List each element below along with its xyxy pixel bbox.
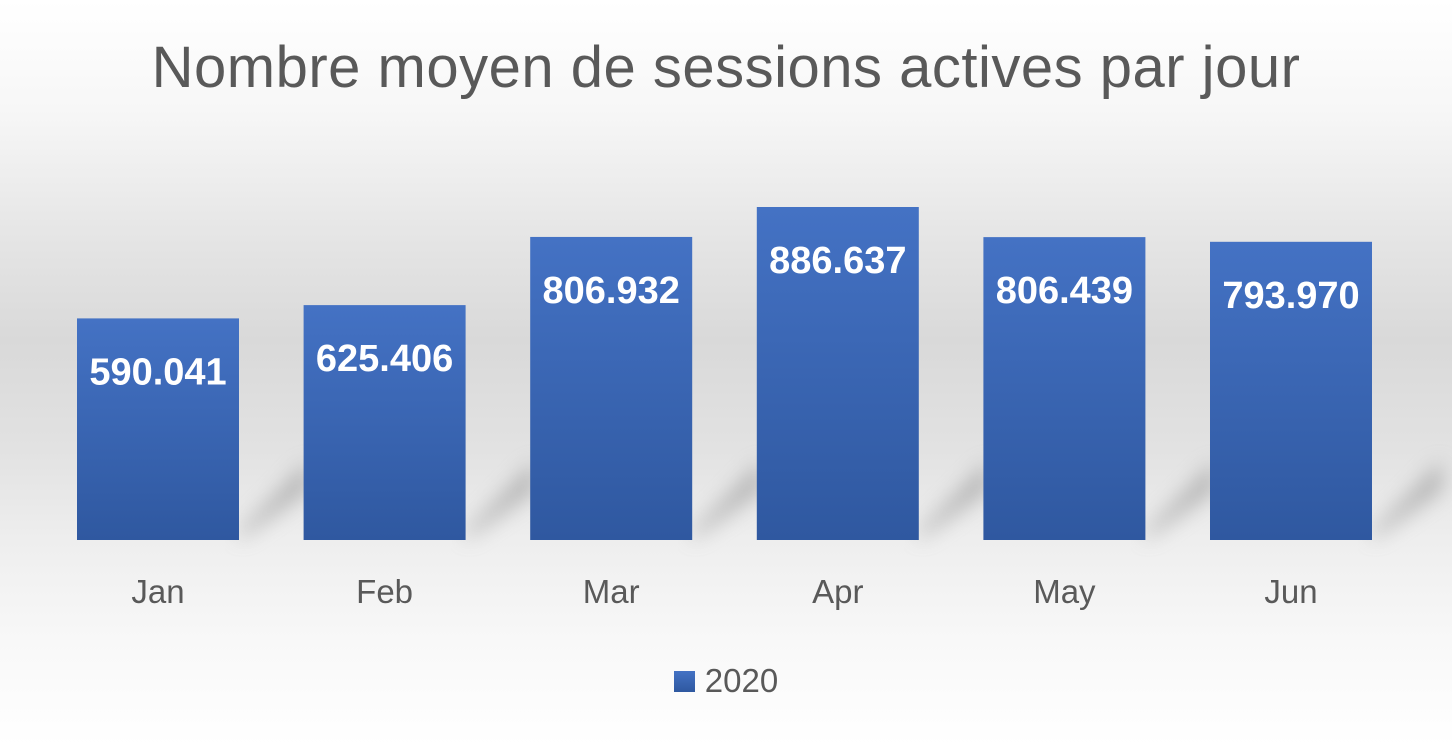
bar-shadow [1145, 460, 1216, 540]
x-tick-label-apr: Apr [812, 573, 863, 610]
x-tick-label-may: May [1033, 573, 1096, 610]
bar-shadow [918, 460, 989, 540]
bar-shadow [692, 460, 763, 540]
legend-swatch [673, 670, 695, 692]
data-label-feb: 625.406 [316, 338, 453, 380]
bar-feb [303, 305, 466, 540]
x-tick-label-jun: Jun [1264, 573, 1317, 610]
data-label-may: 806.439 [996, 270, 1133, 312]
x-tick-label-jan: Jan [131, 573, 184, 610]
legend-label: 2020 [704, 662, 779, 699]
bar-apr [756, 207, 919, 540]
x-tick-label-mar: Mar [583, 573, 640, 610]
data-label-jun: 793.970 [1222, 275, 1359, 317]
bar-shadow [465, 460, 536, 540]
bar-shadow [1372, 460, 1442, 540]
data-label-jan: 590.041 [89, 351, 226, 393]
bar-jun [1210, 241, 1372, 541]
x-tick-label-feb: Feb [356, 573, 413, 610]
bar-jan [77, 318, 239, 540]
bar-may [983, 237, 1146, 540]
data-label-mar: 806.932 [543, 270, 680, 312]
data-label-apr: 886.637 [769, 240, 906, 282]
bar-mar [530, 236, 693, 541]
chart-title: Nombre moyen de sessions actives par jou… [151, 35, 1301, 100]
legend: 2020 [0, 662, 1452, 700]
bar-shadow [239, 460, 309, 540]
